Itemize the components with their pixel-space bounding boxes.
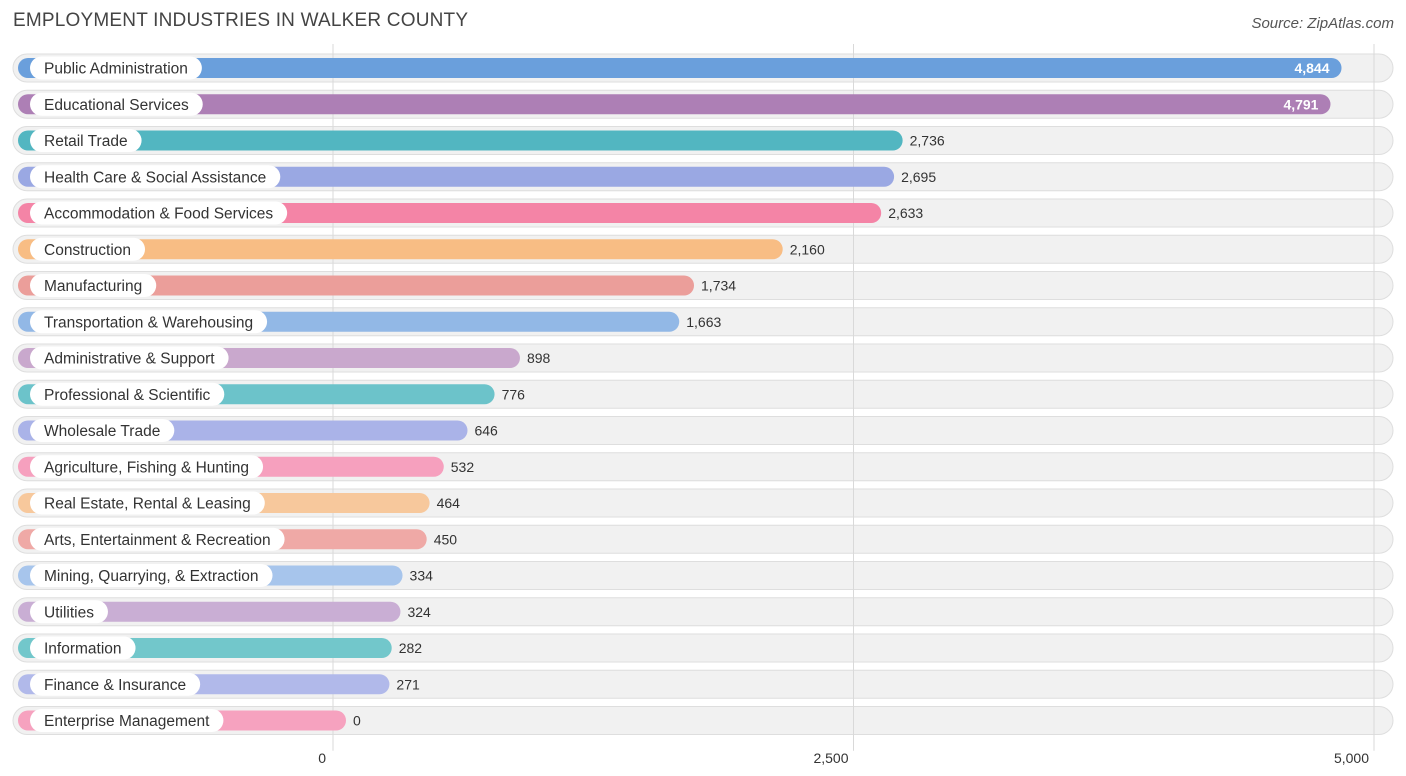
value-label: 2,633 (888, 205, 923, 221)
value-label: 4,791 (1283, 96, 1318, 112)
value-label: 2,160 (790, 241, 825, 257)
category-label: Information (44, 641, 122, 658)
value-label: 532 (451, 459, 475, 475)
bar-row: Transportation & Warehousing 1,663 (18, 310, 721, 334)
category-label: Manufacturing (44, 278, 142, 295)
category-label-pill (30, 709, 224, 732)
value-label: 898 (527, 350, 551, 366)
category-label-pill (30, 382, 225, 406)
category-label-pill (30, 600, 108, 624)
chart-title: EMPLOYMENT INDUSTRIES IN WALKER COUNTY (13, 10, 469, 31)
bar-row: Arts, Entertainment & Recreation 450 (18, 527, 458, 551)
value-label: 450 (434, 531, 458, 547)
bar (18, 239, 783, 260)
bar (18, 601, 401, 622)
category-label: Wholesale Trade (44, 423, 160, 440)
value-label: 282 (399, 640, 423, 656)
category-label-pill (30, 129, 142, 152)
bar-row: Utilities 324 (18, 600, 431, 624)
category-label-pill (30, 56, 202, 80)
bar-row: Accommodation & Food Services 2,633 (18, 201, 923, 225)
category-label: Professional & Scientific (44, 387, 211, 404)
value-label: 2,695 (901, 169, 936, 185)
category-label: Mining, Quarrying, & Extraction (44, 568, 259, 585)
category-label: Accommodation & Food Services (44, 206, 273, 223)
value-label: 1,663 (686, 314, 721, 330)
value-label: 776 (502, 386, 526, 402)
bar (18, 94, 1331, 115)
category-label-pill (30, 201, 288, 225)
value-label: 324 (407, 604, 431, 620)
category-label: Arts, Entertainment & Recreation (44, 532, 271, 549)
category-label-pill (30, 310, 268, 334)
category-label: Transportation & Warehousing (44, 314, 253, 331)
bar-row: Mining, Quarrying, & Extraction 334 (18, 564, 433, 587)
category-label-pill (30, 527, 285, 551)
category-label: Enterprise Management (44, 713, 210, 730)
bar-row: Wholesale Trade 646 (18, 419, 498, 442)
tick-label: 5,000 (1334, 750, 1369, 766)
bar (18, 130, 903, 151)
value-label: 334 (410, 568, 434, 584)
bar (18, 58, 1342, 78)
category-label-pill (30, 237, 146, 261)
category-label: Agriculture, Fishing & Hunting (44, 459, 249, 476)
bar-row: Enterprise Management 0 (18, 709, 361, 732)
value-label: 4,844 (1294, 60, 1329, 76)
bar-row: Retail Trade 2,736 (18, 129, 945, 152)
bar-row: Agriculture, Fishing & Hunting 532 (18, 455, 475, 479)
bar-row: Construction 2,160 (18, 237, 825, 261)
category-label: Finance & Insurance (44, 677, 186, 694)
bar-row: Public Administration 4,844 (18, 56, 1342, 80)
category-label-pill (30, 455, 264, 479)
category-label: Construction (44, 242, 131, 259)
bar-layer: Public Administration 4,844 Educational Se… (18, 56, 1342, 732)
category-label: Administrative & Support (44, 351, 215, 368)
row-track (12, 706, 1394, 735)
bar (18, 275, 695, 296)
bar-row: Administrative & Support 898 (18, 346, 551, 370)
category-label-pill (30, 274, 157, 297)
source-note: Source: ZipAtlas.com (1251, 15, 1394, 32)
tick-label: 0 (318, 750, 326, 766)
value-label: 1,734 (701, 278, 736, 294)
tick-label: 2,500 (813, 750, 848, 766)
value-label: 464 (437, 495, 461, 511)
value-label: 271 (396, 676, 420, 692)
category-label: Utilities (44, 604, 94, 621)
category-label-pill (30, 419, 175, 442)
value-label: 646 (474, 423, 498, 439)
x-axis: 0 2,500 5,000 (318, 750, 1369, 766)
category-label-pill (30, 346, 229, 370)
bar-row: Finance & Insurance 271 (18, 672, 420, 696)
bar-row: Health Care & Social Assistance 2,695 (18, 165, 936, 189)
category-label: Real Estate, Rental & Leasing (44, 496, 251, 513)
bar-row: Real Estate, Rental & Leasing 464 (18, 491, 461, 515)
category-label: Public Administration (44, 61, 188, 78)
category-label-pill (30, 672, 201, 696)
bar-row: Information 282 (18, 636, 423, 660)
category-label-pill (30, 165, 281, 189)
category-label: Educational Services (44, 97, 189, 114)
category-label-pill (30, 92, 203, 116)
bar-row: Educational Services 4,791 (18, 92, 1331, 116)
category-label-pill (30, 491, 265, 515)
category-label: Retail Trade (44, 133, 128, 150)
value-label: 0 (353, 713, 361, 729)
category-label-pill (30, 636, 136, 660)
value-label: 2,736 (910, 133, 945, 149)
category-label-pill (30, 564, 273, 587)
bar-row: Professional & Scientific 776 (18, 382, 526, 406)
bar-row: Manufacturing 1,734 (18, 274, 736, 297)
category-label: Health Care & Social Assistance (44, 169, 266, 186)
